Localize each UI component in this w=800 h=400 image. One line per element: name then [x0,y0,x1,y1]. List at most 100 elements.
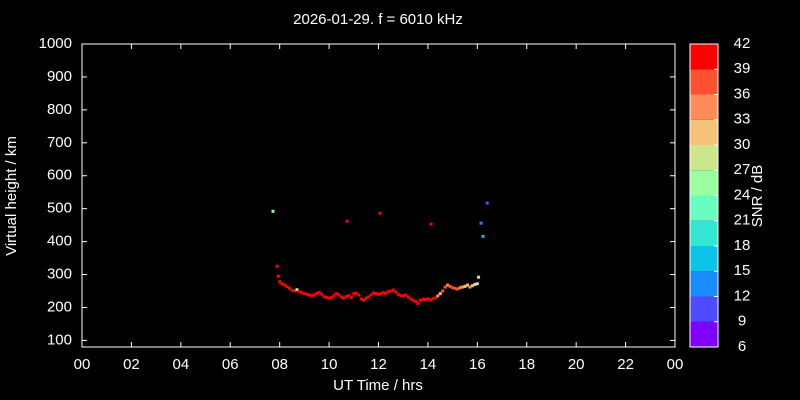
data-point [288,286,292,290]
data-point [458,286,462,290]
data-point [433,296,437,300]
data-point [345,219,349,223]
x-axis-label: UT Time / hrs [333,377,423,394]
data-point [379,292,383,296]
data-point [404,293,408,297]
data-point [305,292,309,296]
y-tick-label: 500 [47,200,72,217]
y-tick-label: 800 [47,101,72,118]
data-point [456,287,460,291]
data-point [473,282,477,286]
data-point [347,294,351,298]
y-tick-label: 400 [47,233,72,250]
data-point [342,296,346,300]
data-point [465,283,469,287]
data-point [327,296,331,300]
x-tick-label: 20 [568,356,585,373]
data-point [470,284,474,288]
data-point [330,296,334,300]
colorbar-swatch [690,195,718,221]
data-point [295,288,299,292]
data-point [481,234,485,238]
data-point [463,284,467,288]
data-point [280,282,284,286]
data-point [475,282,479,286]
data-point [278,280,282,284]
colorbar-swatch [690,170,718,196]
colorbar-swatch [690,220,718,246]
plot-frame [81,43,676,348]
colorbar-swatch [690,69,718,95]
data-point [354,291,358,295]
data-point [399,294,403,298]
data-point [441,289,445,293]
y-tick-label: 1000 [39,35,72,52]
data-point [423,298,427,302]
colorbar-swatch [690,271,718,297]
y-tick-label: 900 [47,68,72,85]
data-point [406,295,410,299]
data-point [461,285,465,289]
data-point [453,286,457,290]
data-point [367,295,371,299]
data-point [322,295,326,299]
chart-title: 2026-01-29. f = 6010 kHz [293,11,463,28]
colorbar-tick-label: 33 [734,111,751,128]
data-point [300,291,304,295]
x-tick-label: 14 [420,356,437,373]
data-point [369,293,373,297]
data-point [315,291,319,295]
data-point [334,292,338,296]
colorbar-tick-label: 9 [738,313,746,330]
colorbar-tick-label: 27 [734,161,751,178]
data-point [414,300,418,304]
data-point [290,288,294,292]
data-point [421,297,425,301]
data-point [349,296,353,300]
y-tick-label: 600 [47,167,72,184]
data-point [378,211,382,215]
x-tick-label: 16 [469,356,486,373]
data-point [396,292,400,296]
data-point [275,264,279,268]
colorbar-tick-label: 6 [738,338,746,355]
data-point [285,285,289,289]
x-tick-label: 04 [172,356,189,373]
data-point [359,297,363,301]
data-point [431,297,435,301]
data-point [271,209,275,213]
data-point [416,302,420,306]
x-tick-label: 10 [321,356,338,373]
data-point [292,289,296,293]
data-point [429,222,433,226]
data-point [339,295,343,299]
colorbar-tick-label: 30 [734,136,751,153]
data-point [297,290,301,294]
data-point [372,291,376,295]
data-point [485,201,489,205]
data-point [436,294,440,298]
colorbar-swatch [690,145,718,171]
data-point [283,283,287,287]
data-point [302,292,306,296]
data-point [276,274,280,278]
data-point [438,292,442,296]
data-point [312,293,316,297]
data-point [428,298,432,302]
data-point [443,285,447,289]
data-point [409,297,413,301]
x-tick-label: 06 [222,356,239,373]
x-tick-label: 22 [617,356,634,373]
colorbar-tick-label: 42 [734,35,751,52]
data-point [310,294,314,298]
y-axis-label: Virtual height / km [3,136,20,256]
colorbar-swatch [690,296,718,322]
data-point [357,293,361,297]
data-point [352,292,356,296]
y-tick-label: 200 [47,298,72,315]
data-point [411,298,415,302]
data-point [479,221,483,225]
data-point [307,293,311,297]
x-tick-label: 00 [74,356,91,373]
colorbar-swatch [690,94,718,120]
